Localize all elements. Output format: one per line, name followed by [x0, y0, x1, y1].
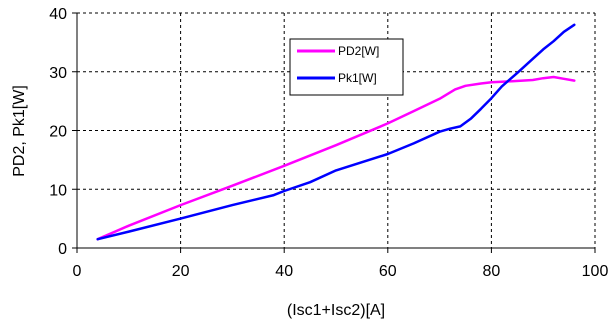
x-tick-label: 60	[379, 263, 397, 280]
x-tick-label: 100	[582, 263, 609, 280]
x-tick-label: 80	[483, 263, 501, 280]
legend-box	[289, 38, 404, 96]
x-axis-title: (Isc1+Isc2)[A]	[287, 302, 385, 319]
x-tick-label: 0	[73, 263, 82, 280]
series-layer	[96, 23, 576, 241]
series-line-pd2-w-	[96, 75, 576, 241]
y-tick-label: 0	[58, 241, 67, 258]
legend: PD2[W] Pk1[W]	[289, 38, 404, 96]
axes	[72, 12, 596, 253]
y-tick-label: 40	[49, 6, 67, 23]
x-tick-labels: 0 20 40 60 80 100	[73, 263, 609, 280]
legend-label-pd2: PD2[W]	[338, 44, 379, 58]
y-tick-labels: 0 10 20 30 40	[49, 6, 67, 258]
x-tick-label: 40	[275, 263, 293, 280]
series-line-pk1-w-	[96, 23, 576, 241]
y-tick-label: 10	[49, 182, 67, 199]
legend-label-pk1: Pk1[W]	[338, 71, 377, 85]
y-tick-label: 20	[49, 124, 67, 141]
y-axis-title: PD2, Pk1[W]	[11, 85, 28, 177]
x-tick-label: 20	[172, 263, 190, 280]
y-tick-label: 30	[49, 65, 67, 82]
